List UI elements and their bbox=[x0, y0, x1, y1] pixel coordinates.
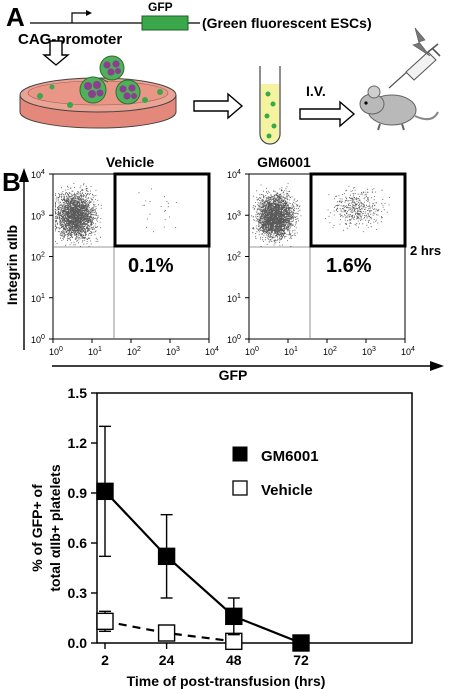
flow-plot-gm6001: GM6001 1.6% 100 101 102 103 1041041031021011… bbox=[227, 154, 415, 357]
tick-labels: 100 101 102 103 104 104 103 102 101 100 bbox=[227, 169, 415, 357]
y-tick-label: 103 bbox=[31, 210, 45, 221]
syringe-icon bbox=[388, 43, 441, 89]
series-vehicle bbox=[96, 610, 243, 651]
data-point bbox=[96, 482, 114, 501]
y-tick-label: 1.5 bbox=[68, 385, 88, 401]
gate-percent: 1.6% bbox=[326, 255, 372, 277]
data-point bbox=[225, 632, 243, 651]
x-tick-label: 103 bbox=[362, 346, 376, 357]
dot-cloud bbox=[251, 182, 302, 247]
data-point bbox=[292, 634, 310, 652]
dot-cloud bbox=[55, 183, 102, 247]
right-arrow-2 bbox=[299, 100, 356, 128]
gene-construct: GFP CAG-promoter (Green fluorescent ESCs… bbox=[18, 0, 372, 48]
x-tick-label: 102 bbox=[323, 346, 337, 357]
y-tick-label: 104 bbox=[227, 169, 241, 180]
plot-frame bbox=[96, 392, 413, 644]
y-tick-label: 1.2 bbox=[68, 435, 88, 451]
panel-a-label: A bbox=[6, 2, 25, 32]
x-tick-label: 48 bbox=[226, 652, 242, 668]
y-axis-arrow bbox=[19, 168, 29, 182]
x-tick-label: 72 bbox=[293, 652, 309, 668]
legend-label-gm6001: GM6001 bbox=[261, 448, 319, 465]
x-tick-label: 2 bbox=[101, 652, 109, 668]
y-tick-label: 0.9 bbox=[68, 485, 88, 501]
flow-plot-vehicle: Vehicle 0.1% 100 101 102 103 104 104 103 102 101… bbox=[31, 154, 219, 357]
y-axis-title: total αIIb+ platelets bbox=[47, 464, 63, 591]
y-tick-label: 103 bbox=[227, 210, 241, 221]
y-tick-label: 0.6 bbox=[68, 535, 88, 551]
cell-type-label: (Green fluorescent ESCs) bbox=[202, 15, 372, 31]
legend-marker-gm6001 bbox=[232, 446, 248, 462]
x-tick-label: 104 bbox=[401, 346, 415, 357]
x-axis-title: Time of post-transfusion (hrs) bbox=[127, 673, 326, 689]
lightning-icon bbox=[412, 27, 431, 57]
right-arrow-1 bbox=[193, 92, 244, 120]
y-tick-label: 0.0 bbox=[68, 635, 88, 651]
promoter-arrow bbox=[71, 12, 88, 23]
gated-events bbox=[324, 185, 390, 233]
time-course-chart: % of GFP+ of total αIIb+ platelets Time … bbox=[29, 385, 413, 689]
data-point bbox=[157, 547, 176, 566]
y-tick-label: 102 bbox=[31, 252, 45, 263]
x-tick-label: 101 bbox=[284, 346, 298, 357]
gate-percent: 0.1% bbox=[128, 255, 174, 277]
gfp-gene-box bbox=[141, 15, 189, 31]
x-tick-label: 104 bbox=[205, 346, 219, 357]
data-point bbox=[96, 612, 114, 631]
route-label: I.V. bbox=[306, 83, 326, 99]
promoter-label: CAG-promoter bbox=[18, 31, 122, 48]
gate-box bbox=[113, 172, 211, 248]
x-tick-label: 100 bbox=[245, 346, 259, 357]
data-point bbox=[225, 607, 243, 626]
y-axis-label: Integrin αIIb bbox=[4, 225, 20, 305]
series-line bbox=[104, 490, 302, 645]
x-tick-label: 102 bbox=[127, 346, 141, 357]
y-axis-title: % of GFP+ of bbox=[29, 484, 45, 572]
data-point bbox=[157, 624, 176, 642]
panel-b: B Vehicle 0.1% 100 101 102 103 1041041031021… bbox=[2, 154, 444, 383]
y-tick-label: 100 bbox=[227, 334, 241, 345]
y-tick-label: 100 bbox=[31, 334, 45, 345]
mouse-icon bbox=[359, 85, 439, 131]
legend-label-vehicle: Vehicle bbox=[261, 482, 313, 499]
tick-labels: 100 101 102 103 104 104 103 102 101 100 bbox=[31, 169, 219, 357]
y-tick-label: 104 bbox=[31, 169, 45, 180]
panel-a: A GFP CAG-promoter (Green fluorescent ES… bbox=[6, 0, 441, 145]
timepoint-label: 2 hrs bbox=[410, 243, 441, 258]
y-tick-label: 102 bbox=[227, 252, 241, 263]
legend-marker-vehicle bbox=[232, 480, 248, 496]
x-tick-label: 103 bbox=[166, 346, 180, 357]
down-arrow bbox=[42, 40, 70, 66]
panel-b-label: B bbox=[2, 167, 21, 197]
flow-plot-title: GM6001 bbox=[257, 154, 311, 170]
gate-box bbox=[309, 172, 407, 248]
legend: GM6001 Vehicle bbox=[232, 446, 319, 499]
y-tick-label: 0.3 bbox=[68, 585, 88, 601]
y-tick-label: 101 bbox=[31, 293, 45, 304]
flow-plot-title: Vehicle bbox=[106, 154, 154, 170]
series-gm6001 bbox=[96, 425, 310, 652]
x-tick-label: 24 bbox=[159, 652, 175, 668]
x-tick-label: 100 bbox=[49, 346, 63, 357]
x-axis-arrow bbox=[430, 361, 444, 371]
x-tick-label: 101 bbox=[88, 346, 102, 357]
culture-dish-icon bbox=[19, 55, 177, 129]
x-axis-label: GFP bbox=[219, 367, 248, 383]
y-tick-label: 101 bbox=[227, 293, 241, 304]
test-tube-icon bbox=[259, 66, 281, 145]
gfp-gene-label: GFP bbox=[148, 0, 173, 14]
